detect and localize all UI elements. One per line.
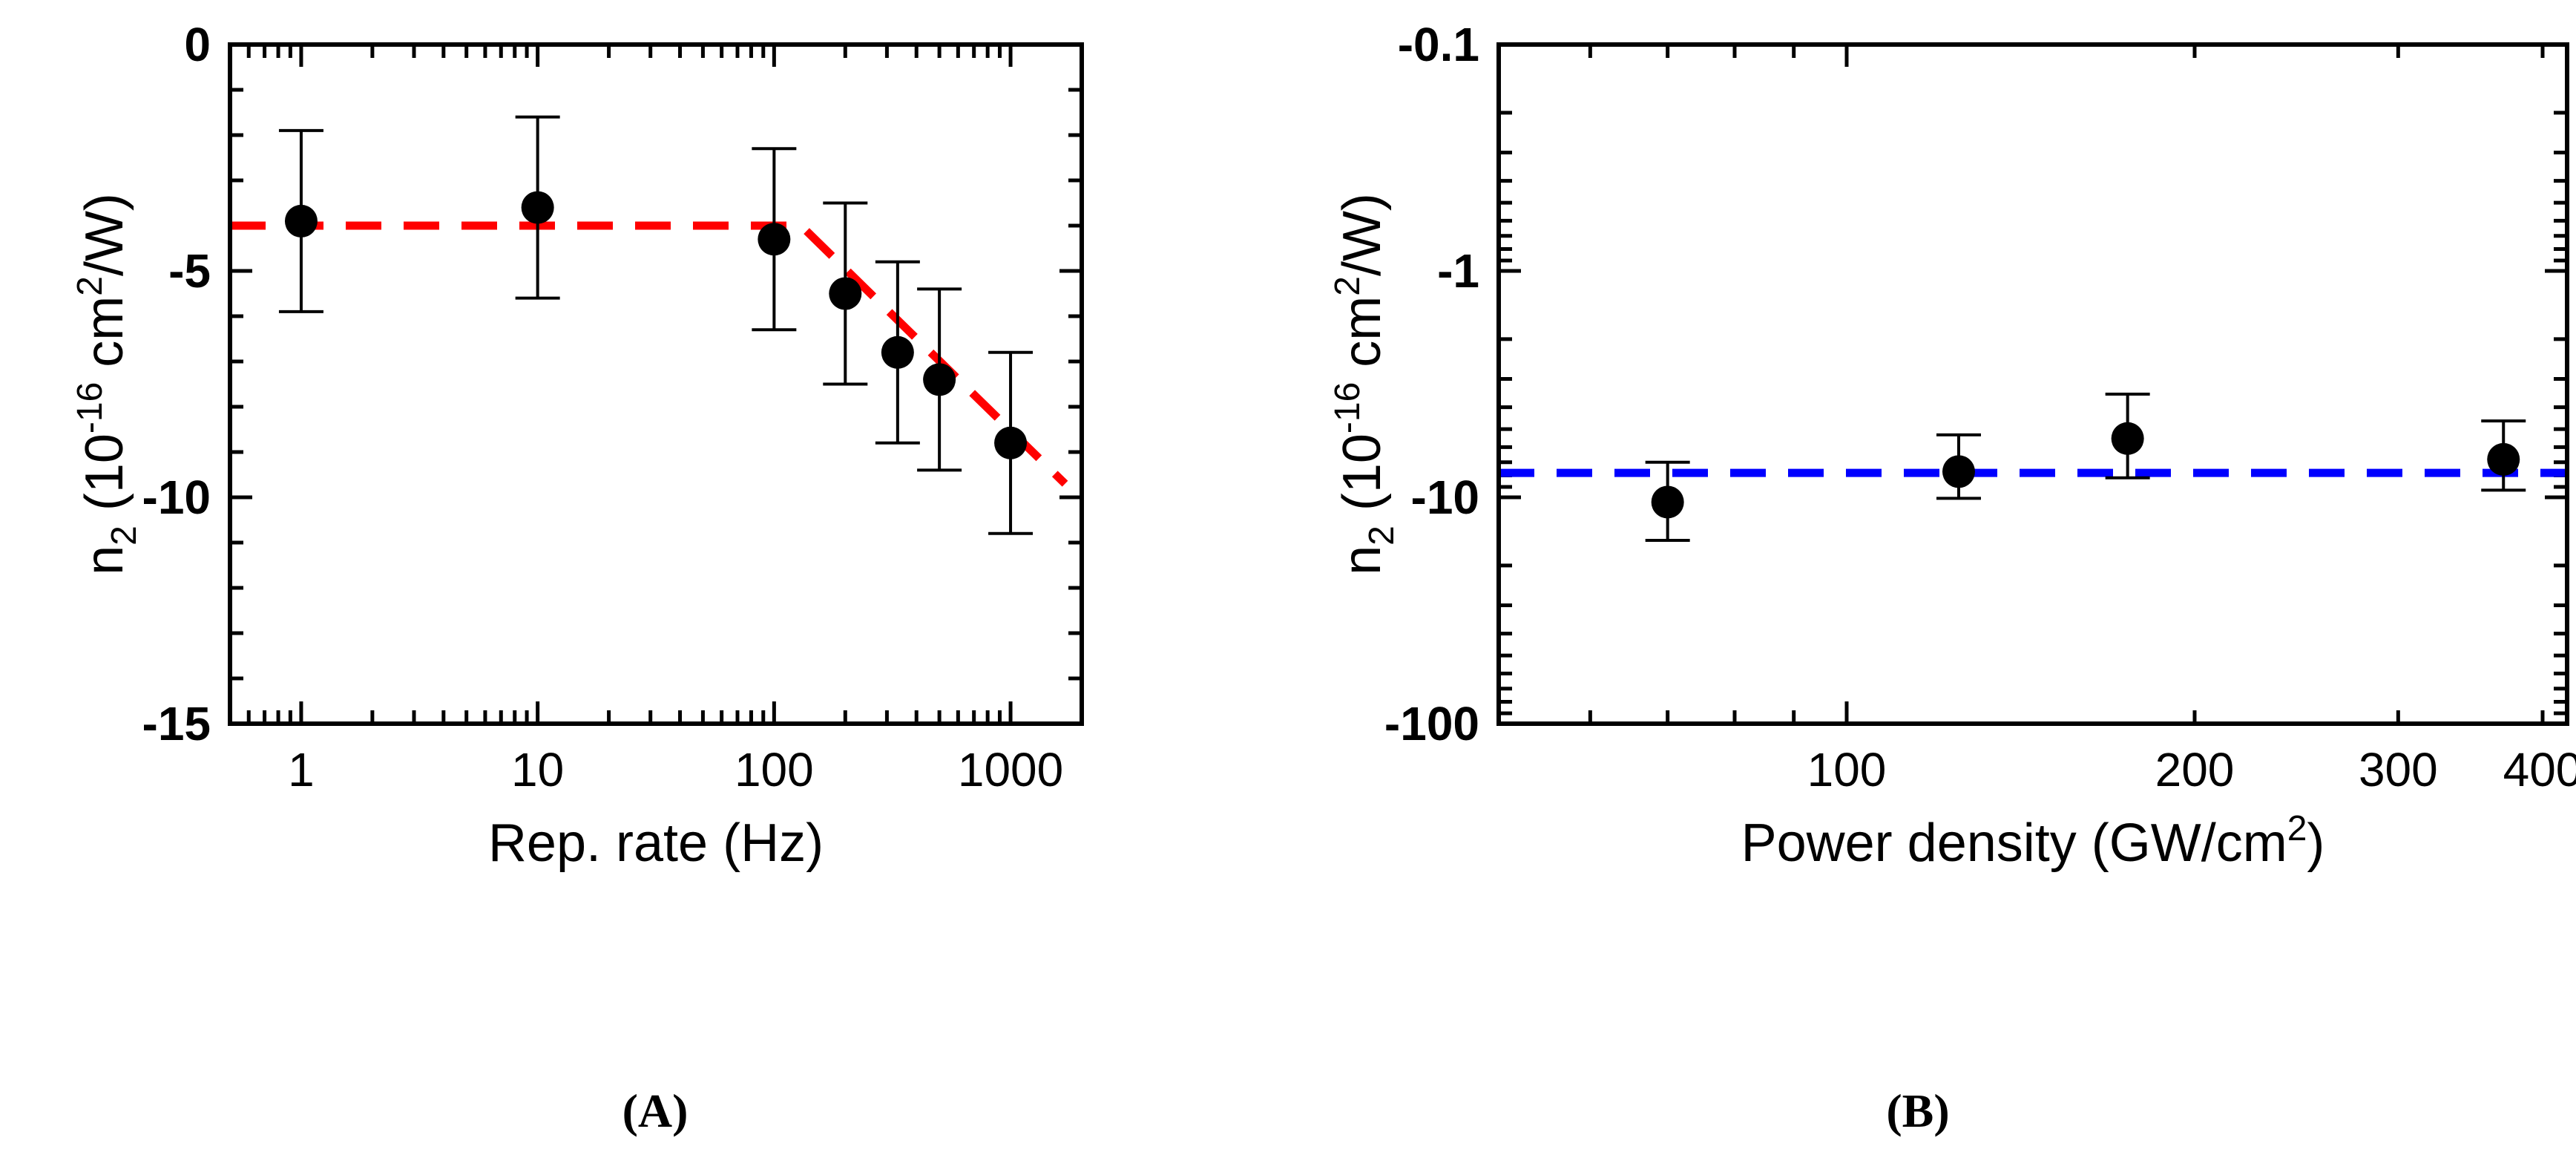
panel-b-x-tick-label: 400 xyxy=(2503,743,2576,796)
panel-b-marker xyxy=(1942,455,1975,488)
panel-b-x-tick-label: 300 xyxy=(2359,743,2438,796)
panel-a-data-point xyxy=(278,128,323,313)
panel-a-x-tick-label: 10 xyxy=(511,743,564,796)
panel-a-ylabel-main: n xyxy=(75,546,134,575)
panel-b-marker xyxy=(2487,442,2520,476)
panel-b-y-axis-title: n2 (10-16 cm2/W) xyxy=(1328,193,1402,575)
panel-b-ylabel-exp1: -16 xyxy=(1328,382,1367,433)
panel-b-marker xyxy=(1651,485,1684,519)
panel-b-ticks xyxy=(1496,42,2567,726)
panel-b-caption: (B) xyxy=(1886,1084,1949,1137)
panel-a-marker xyxy=(881,335,914,369)
panel-a-ylabel-exp1: -16 xyxy=(70,382,110,433)
panel-b-ylabel-mid: cm xyxy=(1333,296,1392,382)
panel-b-xlabel-post: ) xyxy=(2307,814,2324,873)
panel-a-data-point xyxy=(515,115,560,300)
panel-b-x-tick-label: 100 xyxy=(1807,743,1887,796)
panel-a-y-axis-title: n2 (10-16 cm2/W) xyxy=(70,193,144,575)
panel-b-ylabel-sub: 2 xyxy=(1362,526,1402,546)
panel-b-xlabel-pre: Power density (GW/cm xyxy=(1741,814,2287,873)
panel-b-ylabel-exp2: 2 xyxy=(1328,276,1367,296)
panel-a-y-tick-label: -10 xyxy=(142,471,211,524)
panel-a-ylabel-mid: cm xyxy=(75,296,134,382)
panel-b-x-axis-title: Power density (GW/cm2) xyxy=(1741,809,2325,873)
panel-a-ylabel-sub: 2 xyxy=(105,526,144,546)
panel-a-x-axis-title: Rep. rate (Hz) xyxy=(488,814,824,873)
panel-a-data-point xyxy=(752,147,797,332)
panel-a-tick-labels: 1 10 100 1000 0 -5 -10 -15 xyxy=(142,18,1064,796)
panel-b-ylabel-post: /W) xyxy=(1333,193,1392,276)
panel-a-marker xyxy=(829,277,862,310)
panel-a-marker xyxy=(758,223,791,256)
panel-b-tick-labels: 100 200 300 400 -0.1 -1 -10 -100 xyxy=(1384,18,2576,796)
panel-a-x-tick-label: 1 xyxy=(288,743,315,796)
panel-b: 100 200 300 400 -0.1 -1 -10 -100 Power density … xyxy=(1328,18,2576,1137)
panel-a-ylabel-pre: (10 xyxy=(75,433,134,526)
panel-b-y-tick-label: -0.1 xyxy=(1398,18,1479,71)
panel-b-data-point xyxy=(2481,419,2526,492)
panel-a-marker xyxy=(284,204,318,238)
panel-b-x-tick-label: 200 xyxy=(2155,743,2235,796)
panel-a-y-tick-label: -5 xyxy=(168,244,211,298)
panel-b-data-point xyxy=(2105,392,2150,479)
panel-a-x-tick-label: 100 xyxy=(735,743,814,796)
panel-a-plot-frame xyxy=(228,42,1084,726)
panel-a-marker xyxy=(923,363,956,396)
panel-a-x-tick-label: 1000 xyxy=(958,743,1063,796)
panel-a-ylabel-post: /W) xyxy=(75,193,134,276)
panel-b-marker xyxy=(2111,422,2144,455)
panel-b-ylabel-pre: (10 xyxy=(1333,433,1392,526)
panel-b-y-tick-label: -10 xyxy=(1411,471,1480,524)
panel-a-fit-dashed-line xyxy=(230,221,1068,487)
panel-a-data-point xyxy=(917,287,962,472)
panel-a-data-point xyxy=(875,260,920,445)
panel-a-ylabel-exp2: 2 xyxy=(70,276,110,296)
panel-a-data-point xyxy=(823,201,868,386)
panel-a-caption: (A) xyxy=(622,1084,689,1137)
panel-b-y-tick-label: -1 xyxy=(1437,244,1479,298)
panel-b-xlabel-exp: 2 xyxy=(2287,809,2307,848)
panel-a-marker xyxy=(994,426,1028,459)
panel-b-data-point xyxy=(1645,460,1690,543)
panel-a-marker xyxy=(521,191,554,224)
panel-b-data-point xyxy=(1936,433,1981,500)
panel-b-plot-frame xyxy=(1496,42,2569,726)
panel-a-y-tick-label: -15 xyxy=(142,697,211,750)
panel-a-data-points xyxy=(278,115,1034,535)
panel-b-y-tick-label: -100 xyxy=(1384,697,1479,750)
panel-b-ylabel-main: n xyxy=(1333,546,1392,575)
panel-a-data-point xyxy=(988,350,1034,535)
panel-a-fit-line xyxy=(230,221,1068,487)
panel-a-y-tick-label: 0 xyxy=(184,18,211,71)
panel-b-data-points xyxy=(1645,392,2526,543)
